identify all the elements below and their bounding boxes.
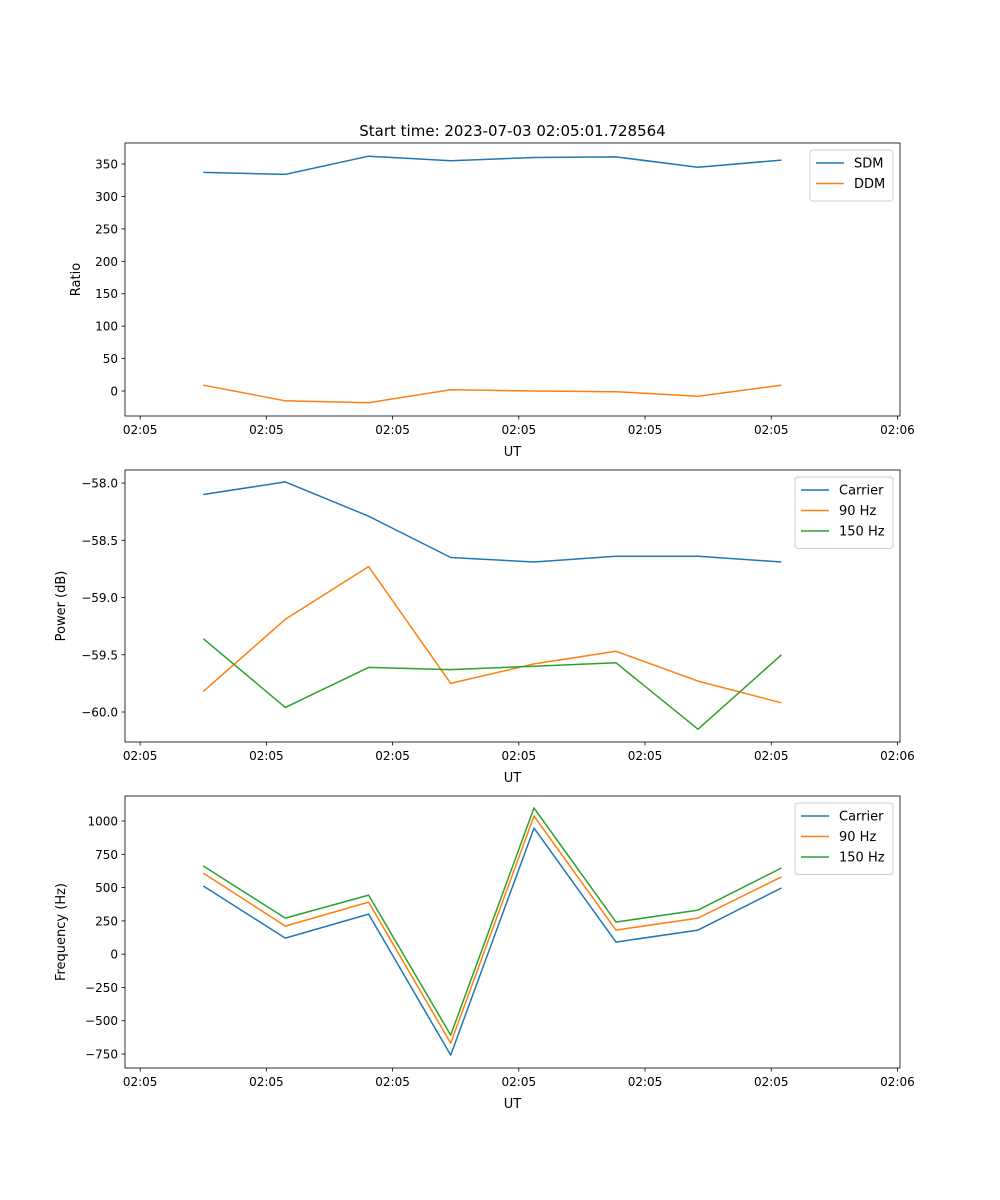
x-tick-label: 02:06 [880,423,915,437]
x-tick-label: 02:05 [249,423,284,437]
x-tick-label: 02:05 [754,1075,789,1089]
y-tick-label: −59.0 [81,591,118,605]
y-tick-label: 500 [95,881,118,895]
subplot-3: 02:05 02:05 02:05 02:05 02:05 02:05 02:06 −750 −… [54,795,915,1112]
series-line-carrier [202,827,782,1056]
y-tick-label: 150 [95,287,118,301]
legend-label: 150 Hz [839,851,885,866]
legend: Carrier 90 Hz 150 Hz [794,476,894,549]
axes-frame [124,142,901,417]
y-tick-label: 0 [110,385,118,399]
x-tick-label: 02:05 [375,1075,410,1089]
y-tick-label: −58.5 [81,534,118,548]
y-axis-label: Power (dB) [54,571,69,642]
series-line-carrier [203,481,782,563]
x-axis-label: UT [504,445,522,460]
subplot-2: 02:05 02:05 02:05 02:05 02:05 02:05 02:06 −60.0… [54,469,915,786]
x-axis-label: UT [504,1097,522,1112]
x-tick-label: 02:05 [628,1075,663,1089]
x-tick-label: 02:05 [375,423,410,437]
legend-label: SDM [854,157,883,172]
y-axis-label: Ratio [69,263,84,296]
y-tick-label: 300 [95,190,118,204]
x-tick-label: 02:05 [754,749,789,763]
y-tick-label: 50 [103,352,118,366]
subplot-1: 02:05 02:05 02:05 02:05 02:05 02:05 02:06 0 50 10… [69,122,915,460]
y-axis-label: Frequency (Hz) [54,883,69,981]
y-tick-label: 1000 [87,815,118,829]
legend-label: Carrier [839,810,884,825]
series-line-ddm [203,384,782,404]
y-tick-label: −58.0 [81,477,118,491]
legend-label: 90 Hz [839,504,876,519]
y-tick-label: 0 [110,948,118,962]
x-tick-label: 02:05 [502,423,537,437]
x-tick-label: 02:06 [880,1075,915,1089]
legend-label: DDM [854,177,885,192]
y-tick-label: −59.5 [81,648,118,662]
x-tick-label: 02:05 [123,423,158,437]
legend-label: 150 Hz [839,525,885,540]
x-tick-label: 02:05 [249,1075,284,1089]
legend-label: Carrier [839,484,884,499]
y-tick-label: 350 [95,158,118,172]
x-tick-label: 02:06 [880,749,915,763]
y-tick-label: 200 [95,255,118,269]
x-tick-label: 02:05 [628,423,663,437]
legend: SDM DDM [809,149,894,202]
legend-label: 90 Hz [839,830,876,845]
x-tick-label: 02:05 [249,749,284,763]
axes-frame [124,795,901,1069]
y-tick-label: −500 [85,1014,118,1028]
y-tick-label: 750 [95,848,118,862]
y-tick-label: 250 [95,222,118,236]
series-line-90-hz [202,815,782,1044]
y-tick-label: −750 [85,1048,118,1062]
x-tick-label: 02:05 [502,1075,537,1089]
x-tick-label: 02:05 [628,749,663,763]
axes-frame [124,469,901,743]
y-tick-label: 100 [95,320,118,334]
y-tick-label: −60.0 [81,706,118,720]
series-line-150-hz [202,807,782,1036]
series-line-sdm [203,155,782,176]
x-tick-label: 02:05 [502,749,537,763]
x-axis-label: UT [504,771,522,786]
y-tick-label: 250 [95,914,118,928]
series-line-90-hz [202,565,782,704]
x-tick-label: 02:05 [754,423,789,437]
legend: Carrier 90 Hz 150 Hz [794,802,894,875]
x-tick-label: 02:05 [123,1075,158,1089]
chart-title: Start time: 2023-07-03 02:05:01.728564 [359,122,665,140]
y-tick-label: −250 [85,981,118,995]
x-tick-label: 02:05 [375,749,410,763]
x-tick-label: 02:05 [123,749,158,763]
series-line-150-hz [202,638,782,730]
